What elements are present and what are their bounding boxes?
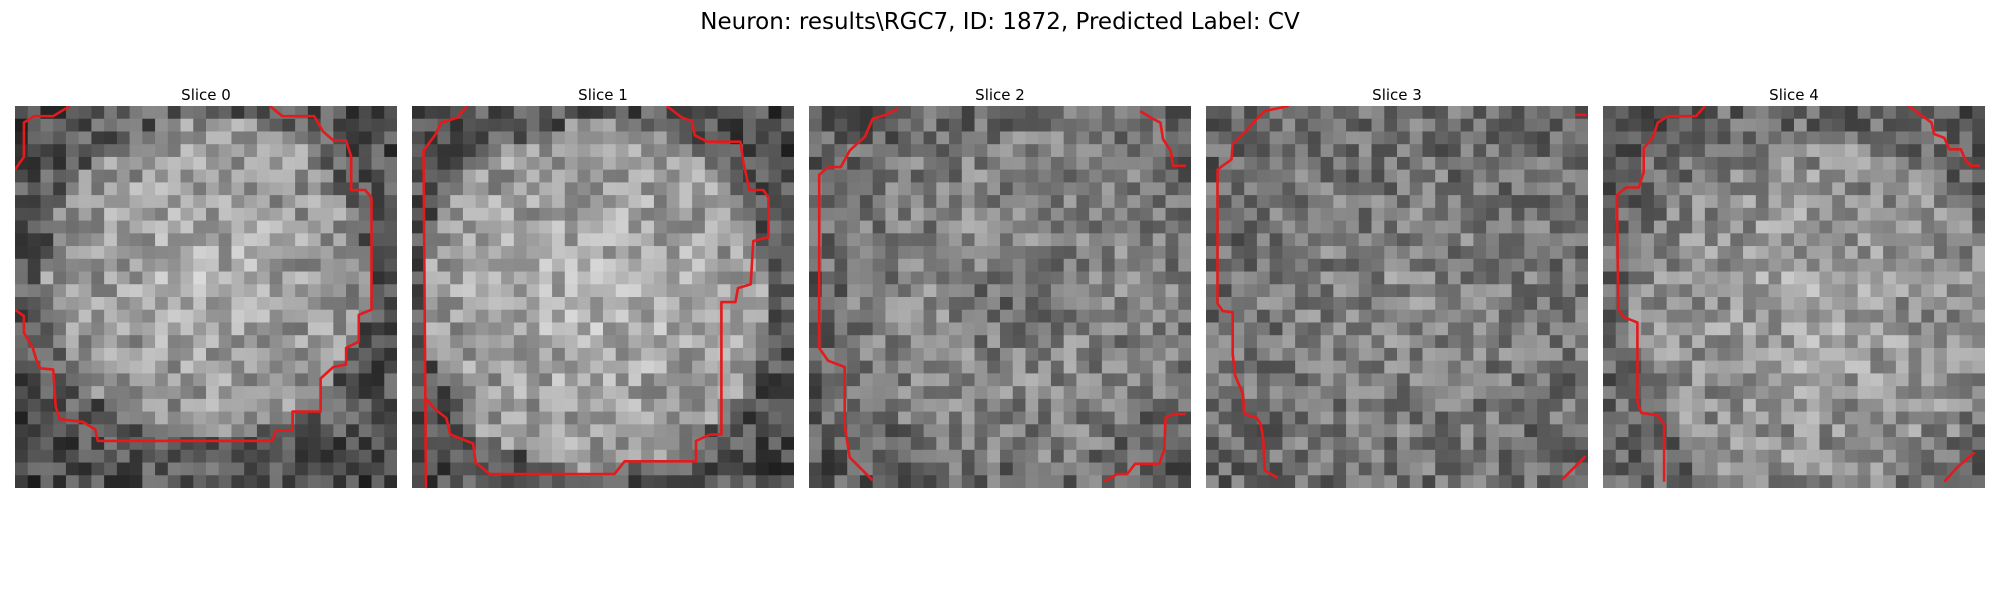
- pixel-grid: [412, 106, 794, 488]
- pixel-grid: [809, 106, 1191, 488]
- cell-contour: [15, 106, 71, 171]
- cell-contour: [1907, 106, 1980, 168]
- cell-contour: [817, 107, 899, 482]
- slice-title: Slice 2: [975, 86, 1025, 104]
- slice-image: [15, 106, 397, 488]
- cell-contour: [1103, 412, 1186, 483]
- cell-contour: [1216, 106, 1290, 479]
- cell-contour: [422, 106, 468, 488]
- cell-contour: [1139, 109, 1186, 168]
- slice-title: Slice 0: [181, 86, 231, 104]
- cell-contour: [15, 106, 373, 443]
- cell-contour: [1615, 106, 1706, 482]
- pixel-grid: [1206, 106, 1588, 488]
- cell-contour: [425, 106, 770, 476]
- slice-panel-1: Slice 1: [412, 86, 794, 488]
- cell-contour: [1561, 455, 1587, 481]
- slice-panel-4: Slice 4: [1603, 86, 1985, 488]
- slice-image: [1603, 106, 1985, 488]
- slice-title: Slice 1: [578, 86, 628, 104]
- pixel-grid: [15, 106, 397, 488]
- slice-image: [809, 106, 1191, 488]
- pixel-grid: [1603, 106, 1985, 488]
- slice-title: Slice 4: [1769, 86, 1819, 104]
- figure-title: Neuron: results\RGC7, ID: 1872, Predicte…: [700, 9, 1300, 35]
- slice-image: [1206, 106, 1588, 488]
- slice-panel-3: Slice 3: [1206, 86, 1588, 488]
- slice-title: Slice 3: [1372, 86, 1422, 104]
- slice-panel-0: Slice 0: [15, 86, 397, 488]
- slice-image: [412, 106, 794, 488]
- cell-contour: [1943, 451, 1976, 483]
- slice-panel-2: Slice 2: [809, 86, 1191, 488]
